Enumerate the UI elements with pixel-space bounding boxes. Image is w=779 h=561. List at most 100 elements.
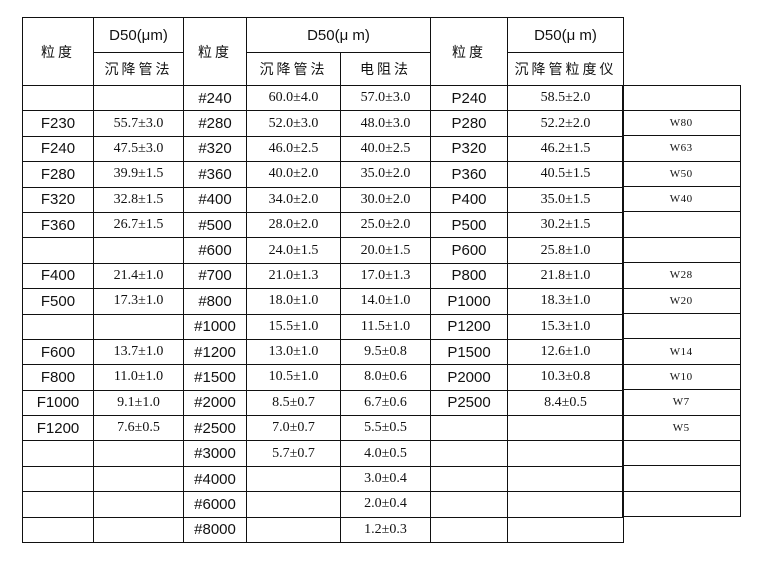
cell-gv2-row17: 2.0±0.4 [340,491,431,518]
cell-w-row14: W5 [621,414,741,441]
w-column-row: W50 [621,160,741,188]
cell-p-row16 [430,465,508,493]
table-row: F600 13.7±1.0 #1200 13.0±1.0 9.5±0.8 P1500 12.… [22,338,624,366]
table-row: F280 39.9±1.5 #360 40.0±2.0 35.0±2.0 P360 40.5… [22,161,624,188]
cell-gv1-row15: 5.7±0.7 [246,440,341,467]
cell-f-row3: F240 [22,135,94,163]
cell-p-row5: P400 [430,186,508,213]
cell-gv1-row16 [246,465,341,493]
cell-pv-row1: 58.5±2.0 [507,84,624,112]
cell-g-row3: #320 [183,135,247,163]
table-row: F500 17.3±1.0 #800 18.0±1.0 14.0±1.0 P1000 18.… [22,288,624,315]
main-table: 粒度 D50(μm) 粒度 D50(μ m) 粒度 D50(μ m) 沉降管法 … [22,17,624,544]
cell-p-row3: P320 [430,135,508,163]
cell-gv1-row8: 21.0±1.3 [246,262,341,290]
cell-gv2-row10: 11.5±1.0 [340,313,431,340]
cell-fv-row11: 13.7±1.0 [93,338,184,366]
cell-p-row2: P280 [430,110,508,137]
cell-f-row17 [22,491,94,518]
cell-fv-row3: 47.5±3.0 [93,135,184,163]
cell-g-row5: #400 [183,186,247,213]
cell-fv-row15 [93,440,184,467]
cell-gv2-row13: 6.7±0.6 [340,389,431,417]
cell-p-row1: P240 [430,84,508,112]
cell-fv-row17 [93,491,184,518]
table-row: F1200 7.6±0.5 #2500 7.0±0.7 5.5±0.5 [22,415,624,442]
cell-gv2-row1: 57.0±3.0 [340,84,431,112]
cell-pv-row3: 46.2±1.5 [507,135,624,163]
cell-g-row8: #700 [183,262,247,290]
cell-gv1-row1: 60.0±4.0 [246,84,341,112]
table-row: F1000 9.1±1.0 #2000 8.5±0.7 6.7±0.6 P2500 8.4±… [22,389,624,417]
cell-fv-row16 [93,465,184,493]
cell-f-row14: F1200 [22,415,94,442]
cell-fv-row2: 55.7±3.0 [93,110,184,137]
cell-g-row6: #500 [183,211,247,239]
cell-g-row9: #800 [183,288,247,315]
cell-gv1-row14: 7.0±0.7 [246,415,341,442]
cell-f-row5: F320 [22,186,94,213]
w-column-row: W10 [621,363,741,391]
cell-g-row14: #2500 [183,415,247,442]
cell-w-row1 [621,84,741,111]
table-row: F320 32.8±1.5 #400 34.0±2.0 30.0±2.0 P400 35.0… [22,186,624,213]
cell-g-row10: #1000 [183,313,247,340]
cell-f-row10 [22,313,94,340]
w-column-row [621,439,741,467]
cell-gv1-row3: 46.0±2.5 [246,135,341,163]
cell-fv-row10 [93,313,184,340]
table-row: F230 55.7±3.0 #280 52.0±3.0 48.0±3.0 P280 52.2… [22,110,624,137]
table-row: #240 60.0±4.0 57.0±3.0 P240 58.5±2.0 [22,84,624,112]
cell-fv-row12: 11.0±1.0 [93,364,184,391]
cell-fv-row4: 39.9±1.5 [93,161,184,188]
cell-fv-row6: 26.7±1.5 [93,211,184,239]
cell-p-row17 [430,491,508,518]
cell-pv-row18 [507,516,624,544]
cell-w-row7 [621,236,741,264]
cell-pv-row2: 52.2±2.0 [507,110,624,137]
cell-pv-row11: 12.6±1.0 [507,338,624,366]
cell-gv1-row5: 34.0±2.0 [246,186,341,213]
header-row-top: 粒度 D50(μm) 粒度 D50(μ m) 粒度 D50(μ m) [22,17,624,86]
cell-gv2-row5: 30.0±2.0 [340,186,431,213]
w-column-row [621,465,741,492]
cell-f-row15 [22,440,94,467]
cell-p-row10: P1200 [430,313,508,340]
cell-fv-row13: 9.1±1.0 [93,389,184,417]
cell-p-row14 [430,415,508,442]
cell-pv-row9: 18.3±1.0 [507,288,624,315]
cell-w-row8: W28 [621,262,741,289]
cell-p-row4: P360 [430,161,508,188]
cell-p-row7: P600 [430,237,508,264]
cell-f-row9: F500 [22,288,94,315]
header-grit-d50: D50(μ m) [246,17,431,53]
w-column-row [621,490,741,518]
w-column-table: W80 W63 W50 W40 W28 W20 W14 W10 W7 W5 [621,84,742,518]
cell-p-row15 [430,440,508,467]
cell-p-row6: P500 [430,211,508,239]
cell-w-row15 [621,439,741,467]
cell-f-row11: F600 [22,338,94,366]
cell-fv-row7 [93,237,184,264]
cell-pv-row10: 15.3±1.0 [507,313,624,340]
cell-f-row12: F800 [22,364,94,391]
table-row: F400 21.4±1.0 #700 21.0±1.3 17.0±1.3 P800 21.8… [22,262,624,290]
w-column-row [621,313,741,340]
cell-pv-row13: 8.4±0.5 [507,389,624,417]
cell-g-row7: #600 [183,237,247,264]
main-table-body: #240 60.0±4.0 57.0±3.0 P240 58.5±2.0 F230 55.7… [22,84,624,544]
cell-gv1-row17 [246,491,341,518]
cell-f-row1 [22,84,94,112]
cell-f-row8: F400 [22,262,94,290]
w-column-row: W80 [621,109,741,137]
w-column-row: W7 [621,389,741,416]
table-row: #3000 5.7±0.7 4.0±0.5 [22,440,624,467]
header-row-bottom: 沉降管法 沉降管法 电阻法 沉降管粒度仪 [23,52,624,86]
w-column-row: W5 [621,414,741,441]
cell-fv-row5: 32.8±1.5 [93,186,184,213]
w-column-row: W20 [621,287,741,315]
w-column-row: W28 [621,262,741,289]
cell-w-row4: W50 [621,160,741,188]
cell-f-row4: F280 [22,161,94,188]
